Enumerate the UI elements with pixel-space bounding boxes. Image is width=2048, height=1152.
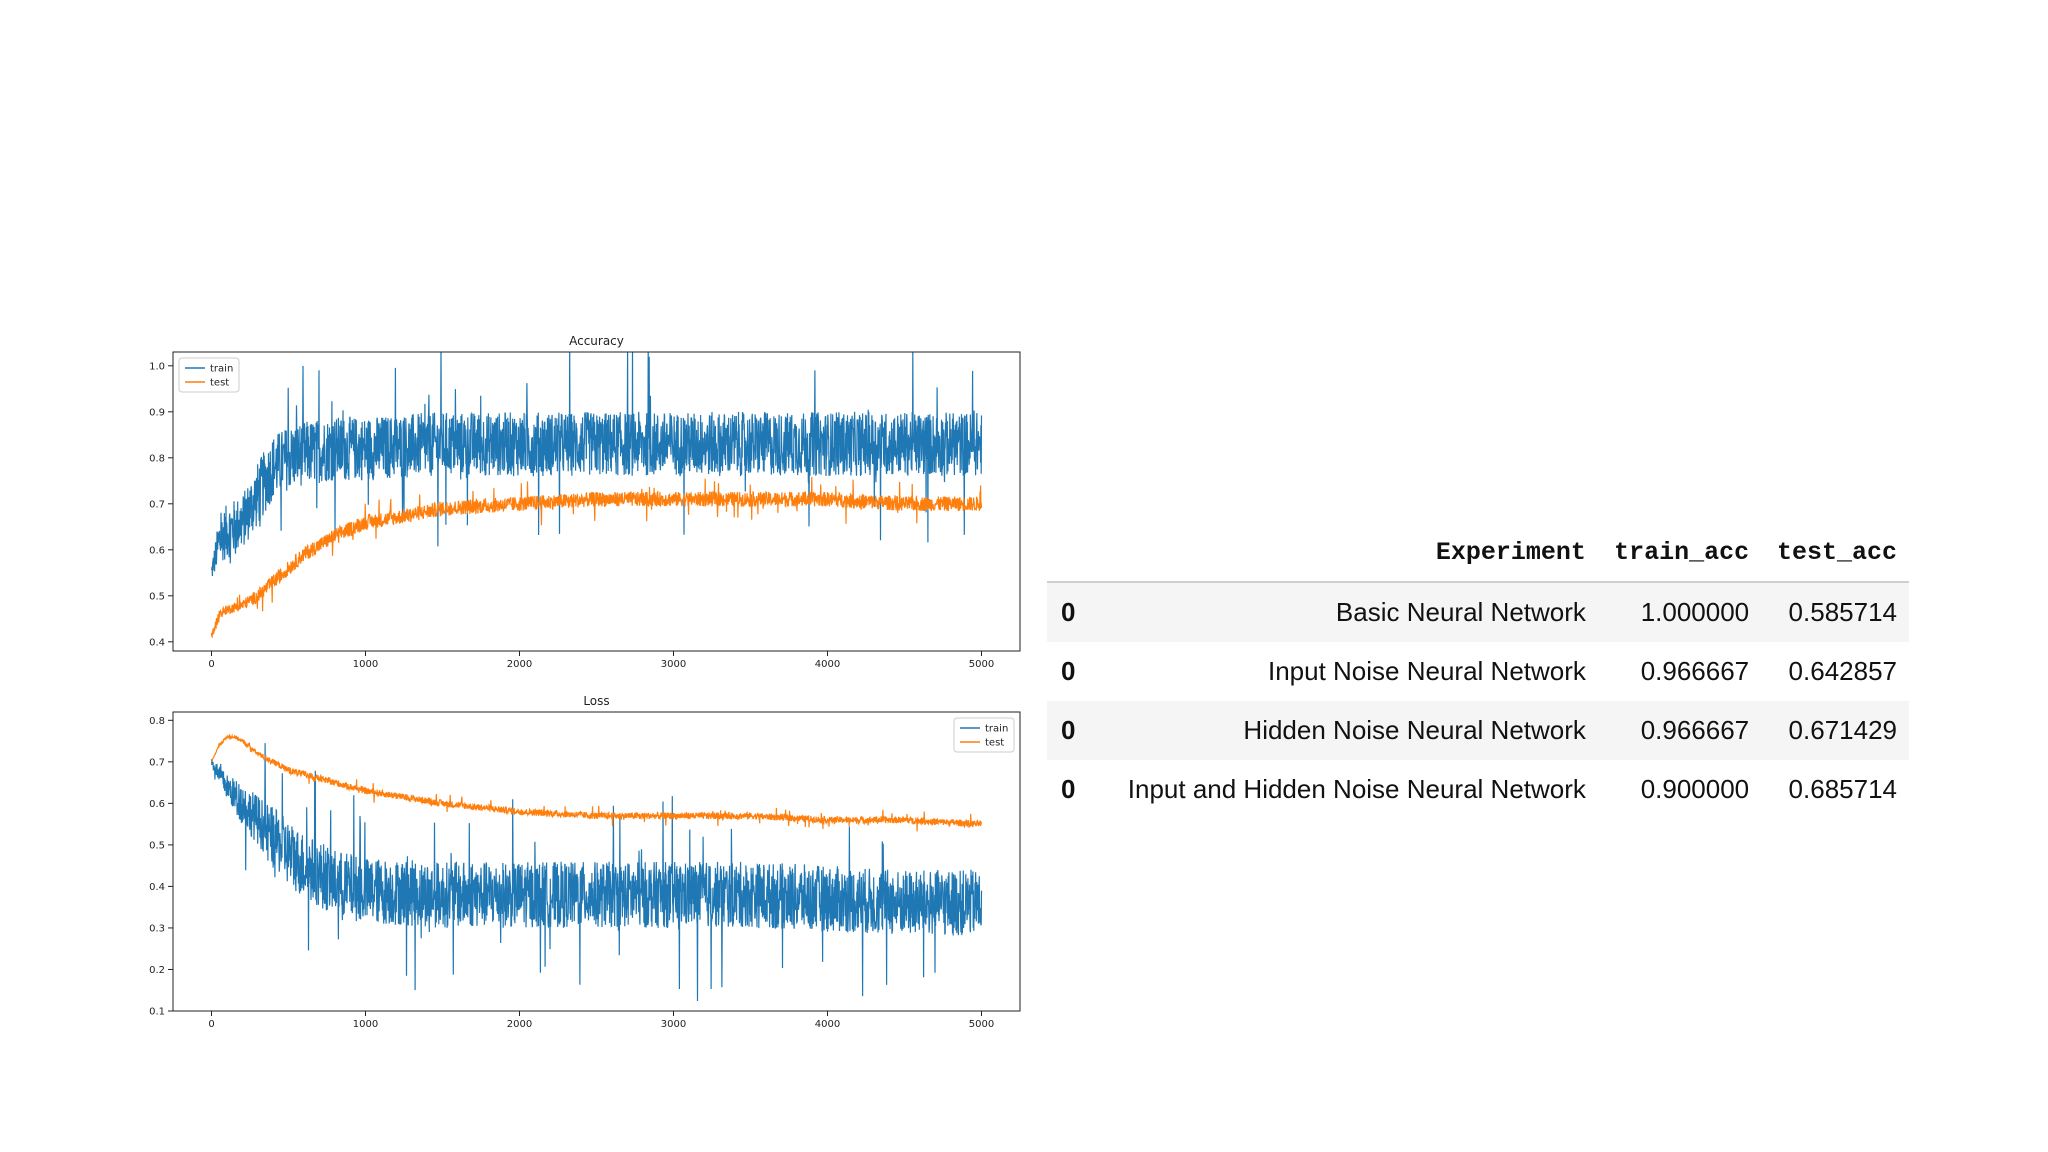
row-index: 0	[1047, 701, 1103, 760]
x-tick-label: 5000	[969, 659, 994, 670]
y-tick-label: 0.3	[149, 923, 165, 934]
y-tick-label: 0.8	[149, 453, 165, 464]
column-header-index	[1047, 523, 1103, 583]
x-tick-label: 1000	[353, 1019, 378, 1030]
y-tick-label: 0.4	[149, 637, 165, 648]
legend-label-test: test	[210, 378, 229, 389]
x-tick-label: 4000	[815, 659, 840, 670]
x-tick-label: 3000	[661, 659, 686, 670]
train-acc-value: 0.966667	[1597, 701, 1762, 760]
chart-loss: Loss 0 1000 2000 3000 4000 5000 0.1 0.2 0.3 0.4 0.5…	[149, 694, 1021, 1030]
legend: train test	[178, 357, 240, 393]
experiment-name: Hidden Noise Neural Network	[1103, 701, 1598, 760]
y-tick-label: 0.8	[149, 716, 165, 727]
y-tick-label: 0.5	[149, 591, 165, 602]
y-tick-label: 0.2	[149, 965, 165, 976]
table-header: Experiment train_acc test_acc	[1047, 523, 1909, 583]
column-header-test-acc: test_acc	[1761, 523, 1909, 583]
y-tick-label: 0.1	[149, 1007, 165, 1018]
legend-label-test: test	[985, 738, 1004, 749]
row-index: 0	[1061, 774, 1076, 804]
x-tick-label: 5000	[969, 1019, 994, 1030]
series-line-test	[210, 476, 983, 639]
series-line-train	[210, 743, 983, 1002]
y-tick-label: 0.9	[149, 407, 165, 418]
train-acc-value: 1.000000	[1597, 582, 1762, 642]
test-acc-value: 0.585714	[1761, 582, 1909, 642]
chart-accuracy: Accuracy 0 1000 2000 3000 4000 5000 0.4 0.5 0.6 0.…	[149, 334, 1021, 670]
y-tick-label: 0.5	[149, 840, 165, 851]
test-acc-value: 0.642857	[1788, 656, 1897, 686]
legend-label-train: train	[210, 364, 233, 375]
train-acc-value: 0.900000	[1640, 774, 1750, 804]
experiment-name: Input Noise Neural Network	[1267, 656, 1586, 686]
experiment-name: Input and Hidden Noise Neural Network	[1127, 774, 1586, 804]
legend-label-train: train	[985, 724, 1008, 735]
chart-title: Loss	[583, 694, 609, 708]
x-tick-label: 2000	[507, 659, 532, 670]
test-acc-value: 0.685714	[1788, 774, 1897, 804]
row-index: 0	[1061, 656, 1076, 686]
x-tick-label: 0	[208, 1019, 214, 1030]
results-table: Experiment train_acc test_acc 0 Basic Ne…	[1047, 523, 1909, 819]
x-tick-label: 2000	[507, 1019, 532, 1030]
test-acc-value: 0.671429	[1761, 701, 1909, 760]
experiment-name: Basic Neural Network	[1103, 582, 1598, 642]
legend-box	[178, 357, 240, 393]
table-row: 0 Input and Hidden Noise Neural Network …	[1047, 760, 1909, 819]
y-tick-label: 0.4	[149, 882, 165, 893]
series-line-test	[210, 733, 983, 832]
legend: train test	[953, 717, 1015, 753]
y-tick-label: 0.6	[149, 799, 165, 810]
chart-title: Accuracy	[569, 334, 624, 348]
plot-frame	[172, 351, 1021, 652]
x-tick-label: 4000	[815, 1019, 840, 1030]
x-tick-label: 0	[208, 659, 214, 670]
y-tick-label: 0.6	[149, 545, 165, 556]
row-index: 0	[1047, 582, 1103, 642]
table-row: 0 Basic Neural Network 1.000000 0.585714	[1047, 582, 1909, 642]
table-row: 0 Hidden Noise Neural Network 0.966667 0…	[1047, 701, 1909, 760]
y-tick-label: 1.0	[149, 361, 165, 372]
y-tick-label: 0.7	[149, 499, 165, 510]
column-header-experiment: Experiment	[1103, 523, 1598, 583]
train-acc-value: 0.966667	[1640, 656, 1750, 686]
table-row: 0 Input Noise Neural Network 0.966667 0.…	[1047, 642, 1909, 701]
x-tick-label: 1000	[353, 659, 378, 670]
plot-frame	[172, 711, 1021, 1012]
x-tick-label: 3000	[661, 1019, 686, 1030]
legend-box	[953, 717, 1015, 753]
column-header-train-acc: train_acc	[1597, 523, 1762, 583]
series-line-train	[210, 352, 983, 577]
y-tick-label: 0.7	[149, 757, 165, 768]
